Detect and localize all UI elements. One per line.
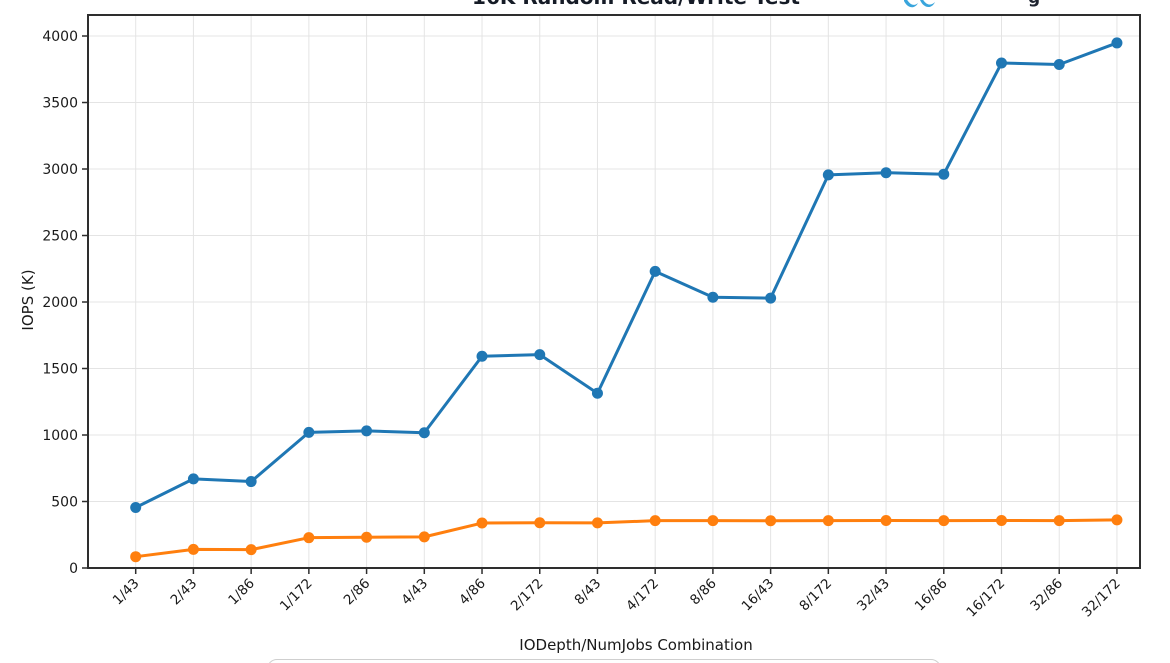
x-tick-label: 16/86 [912,576,951,615]
data-point-series-2 [707,515,719,527]
y-tick-label: 2000 [42,295,78,311]
brand-logo-text: g [1028,0,1040,8]
x-tick-label: 8/86 [687,576,720,609]
y-tick-label: 2500 [42,229,78,245]
x-tick-label: 2/43 [167,576,200,609]
data-point-series-1 [418,427,430,439]
brand-logo: g [902,0,1062,13]
data-point-series-1 [1053,58,1065,70]
x-tick-label: 8/43 [572,576,605,609]
x-tick-label: 16/172 [963,576,1008,621]
data-point-series-2 [765,515,777,527]
x-axis-label: IODepth/NumJobs Combination [519,636,753,654]
x-tick-label: 32/86 [1027,576,1066,615]
y-tick-label: 1000 [42,428,78,444]
x-tick-label: 1/43 [110,576,143,609]
data-point-series-2 [245,544,257,556]
series-line-series-2 [134,518,1119,559]
y-tick-label: 4000 [42,29,78,45]
data-point-series-2 [476,517,488,529]
data-point-series-2 [361,531,373,543]
data-point-series-1 [1111,37,1123,49]
x-tick-label: 2/172 [508,576,547,615]
data-point-series-2 [649,515,661,527]
y-tick-label: 3000 [42,162,78,178]
data-point-series-1 [765,292,777,304]
data-point-series-1 [245,476,257,488]
data-point-series-2 [880,515,892,527]
data-point-series-2 [996,515,1007,527]
data-point-series-2 [303,532,315,544]
data-point-series-1 [996,57,1007,69]
data-point-series-2 [591,517,603,529]
x-tick-label: 4/86 [456,576,489,609]
data-point-series-1 [649,265,661,277]
data-point-series-2 [130,551,142,563]
x-tick-label: 1/172 [277,576,316,615]
chart-title: 16K Random Read/Write Test [120,0,1152,9]
y-tick-label: 3500 [42,96,78,112]
x-tick-label: 4/172 [623,576,662,615]
data-point-series-1 [822,169,834,181]
data-point-series-1 [187,473,199,485]
data-point-series-1 [476,350,488,362]
y-tick-label: 1500 [42,362,78,378]
legend-box [267,659,941,663]
x-tick-label: 16/43 [739,576,778,615]
y-axis-label: IOPS (K) [19,269,37,331]
y-tick-label: 0 [69,561,78,577]
data-point-series-1 [707,291,719,303]
data-point-series-1 [130,501,142,513]
data-point-series-2 [418,531,430,543]
x-tick-label: 8/172 [796,576,835,615]
x-tick-label: 32/43 [854,576,893,615]
x-tick-label: 2/86 [341,576,374,609]
data-point-series-2 [822,515,834,527]
data-point-series-1 [591,387,603,399]
axes-box [87,14,1141,569]
x-tick-label: 4/43 [398,576,431,609]
data-point-series-2 [1111,514,1123,526]
data-point-series-1 [361,425,373,437]
data-point-series-1 [303,426,315,438]
data-point-series-2 [187,543,199,555]
data-point-series-2 [938,515,950,527]
data-point-series-1 [880,167,892,179]
brand-logo-icon [904,0,935,8]
data-point-series-1 [938,168,950,180]
y-tick-label: 500 [51,495,78,511]
data-point-series-1 [534,349,546,361]
x-tick-label: 1/86 [225,576,258,609]
data-point-series-2 [1053,515,1065,527]
series-line-series-1 [134,41,1119,509]
x-tick-label: 32/172 [1079,576,1124,621]
data-point-series-2 [534,517,546,529]
